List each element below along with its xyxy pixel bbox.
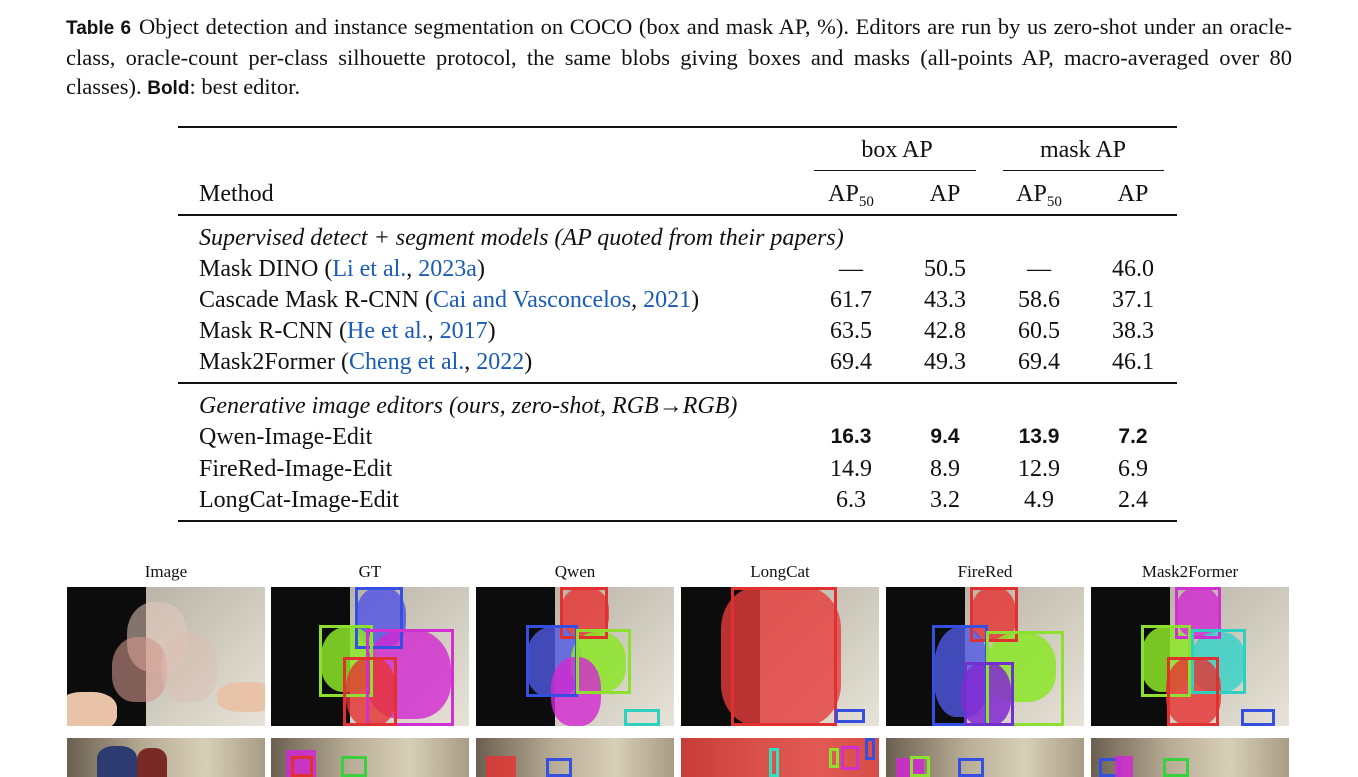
value-cell: 69.4 — [1018, 349, 1060, 375]
method-name: LongCat-Image-Edit — [199, 487, 399, 513]
panel-title-image: Image — [144, 562, 188, 581]
citation-year-link[interactable]: 2017 — [439, 318, 488, 344]
method-name: Qwen-Image-Edit — [199, 424, 373, 450]
citation-link[interactable]: He et al. — [347, 318, 428, 344]
citation-year-link[interactable]: 2021 — [643, 287, 692, 313]
mask-ap-cmidrule — [1003, 170, 1164, 171]
value-cell: — — [839, 256, 863, 282]
value-cell: 2.4 — [1118, 487, 1148, 513]
value-cell: 46.0 — [1112, 256, 1154, 282]
image-panel-qwen — [476, 587, 674, 726]
value-cell: 49.3 — [924, 349, 966, 375]
panel-title-gt: GT — [358, 562, 382, 581]
mask-ap-col-header: AP — [1117, 181, 1149, 207]
panel-title-firered: FireRed — [957, 562, 1013, 581]
image-panel-gt — [271, 587, 469, 726]
value-cell: 38.3 — [1112, 318, 1154, 344]
value-cell: 6.9 — [1118, 456, 1148, 482]
image-panel-row2-longcat — [681, 738, 879, 777]
group-rule — [178, 382, 1177, 384]
method-name: FireRed-Image-Edit — [199, 456, 393, 482]
mask-ap-header: mask AP — [1039, 137, 1126, 163]
best-value-cell: 7.2 — [1118, 425, 1148, 448]
box-ap-col-header: AP — [929, 181, 961, 207]
citation-link[interactable]: Cai and Vasconcelos — [432, 287, 632, 313]
best-value-cell: 13.9 — [1018, 425, 1060, 448]
box-ap-cmidrule — [814, 170, 976, 171]
value-cell: 63.5 — [830, 318, 872, 344]
panel-title-longcat: LongCat — [750, 562, 810, 581]
mask-ap50-header: AP50 — [1016, 181, 1062, 210]
value-cell: 46.1 — [1112, 349, 1154, 375]
value-cell: — — [1027, 256, 1051, 282]
top-rule — [178, 126, 1177, 128]
panel-title-qwen: Qwen — [554, 562, 596, 581]
citation-link[interactable]: Cheng et al. — [348, 349, 465, 375]
box-ap-header: box AP — [861, 137, 933, 163]
best-value-cell: 16.3 — [830, 425, 872, 448]
box-ap50-header: AP50 — [828, 181, 874, 210]
image-panel-row2-original — [67, 738, 265, 777]
image-panel-longcat — [681, 587, 879, 726]
image-panel-row2-gt — [271, 738, 469, 777]
method-name: Mask2Former (Cheng et al., 2022) — [199, 349, 533, 375]
value-cell: 8.9 — [930, 456, 960, 482]
value-cell: 50.5 — [924, 256, 966, 282]
value-cell: 43.3 — [924, 287, 966, 313]
panel-title-mask2former: Mask2Former — [1141, 562, 1239, 581]
bottom-rule — [178, 520, 1177, 522]
method-name: Mask DINO (Li et al., 2023a) — [199, 256, 485, 282]
image-panel-row2-firered — [886, 738, 1084, 777]
value-cell: 42.8 — [924, 318, 966, 344]
group-title-generative: Generative image editors (ours, zero-sho… — [199, 393, 738, 419]
caption-label: Table 6 — [66, 18, 132, 39]
image-panel-original — [67, 587, 265, 726]
value-cell: 12.9 — [1018, 456, 1060, 482]
image-panel-row2-qwen — [476, 738, 674, 777]
citation-link[interactable]: Li et al. — [332, 256, 407, 282]
value-cell: 4.9 — [1024, 487, 1054, 513]
group-title-supervised: Supervised detect + segment models (AP q… — [199, 225, 844, 251]
citation-year-link[interactable]: 2022 — [476, 349, 525, 375]
caption-tail: : best editor. — [189, 74, 301, 99]
value-cell: 58.6 — [1018, 287, 1060, 313]
value-cell: 69.4 — [830, 349, 872, 375]
value-cell: 6.3 — [836, 487, 866, 513]
value-cell: 61.7 — [830, 287, 872, 313]
method-header: Method — [199, 181, 274, 207]
value-cell: 60.5 — [1018, 318, 1060, 344]
caption-text: Object detection and instance segmentati… — [66, 14, 1293, 99]
citation-year-link[interactable]: 2023a — [418, 256, 477, 282]
value-cell: 3.2 — [930, 487, 960, 513]
best-value-cell: 9.4 — [930, 425, 960, 448]
image-panel-firered — [886, 587, 1084, 726]
image-panel-mask2former — [1091, 587, 1289, 726]
table-caption: Table 6 Object detection and instance seg… — [66, 12, 1292, 103]
value-cell: 37.1 — [1112, 287, 1154, 313]
caption-bold-word: Bold — [147, 78, 190, 99]
method-name: Cascade Mask R-CNN (Cai and Vasconcelos,… — [199, 287, 700, 313]
image-panel-row2-mask2former — [1091, 738, 1289, 777]
value-cell: 14.9 — [830, 456, 872, 482]
method-name: Mask R-CNN (He et al., 2017) — [199, 318, 496, 344]
header-rule — [178, 214, 1177, 216]
